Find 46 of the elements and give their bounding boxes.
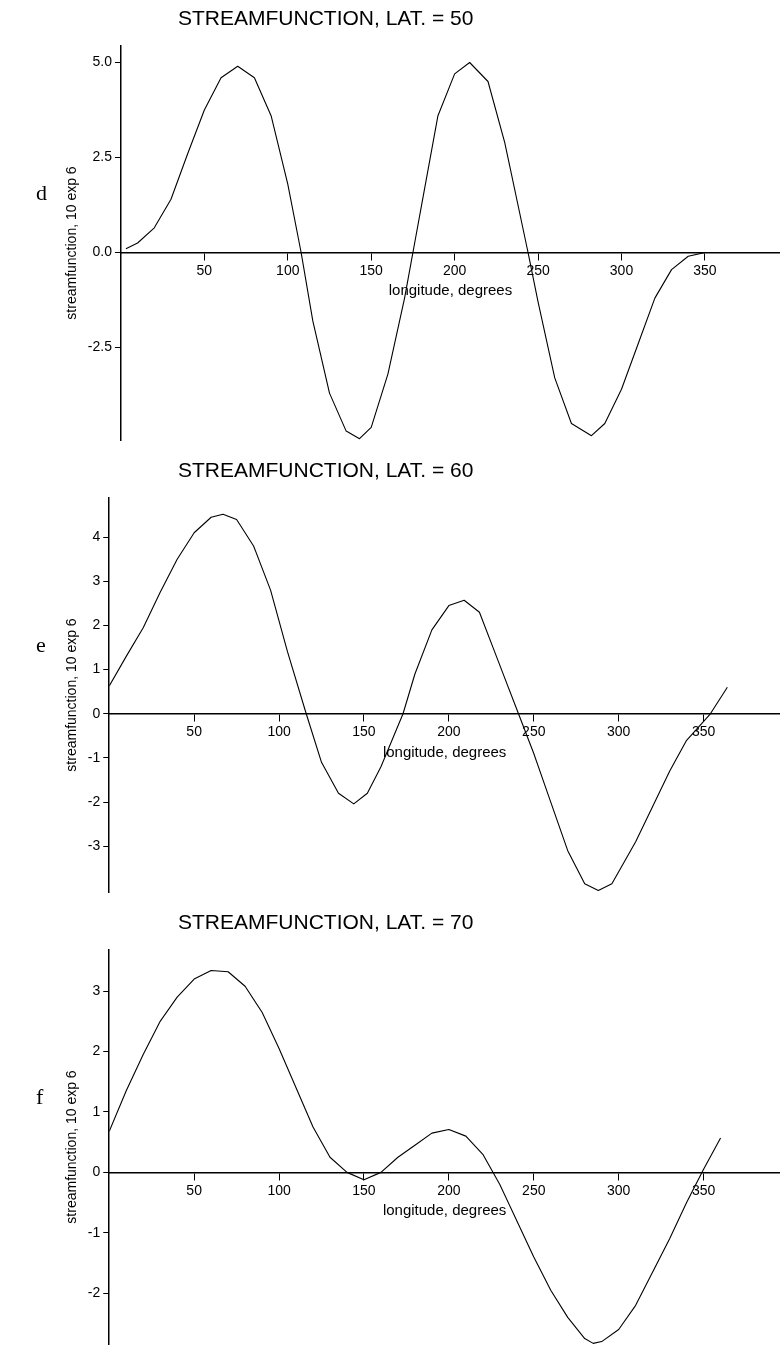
x-tick-label: 300 bbox=[607, 1181, 631, 1198]
y-tick-label: -2 bbox=[87, 1284, 101, 1301]
x-tick-label: 300 bbox=[607, 723, 631, 740]
y-tick-label: 3 bbox=[92, 572, 101, 589]
y-axis-title: streamfunction, 10 exp 6 bbox=[63, 166, 80, 320]
x-tick-label: 250 bbox=[522, 1181, 546, 1198]
x-tick-label: 350 bbox=[691, 1181, 716, 1198]
y-tick-label: 1 bbox=[92, 1102, 101, 1119]
chart-title: STREAMFUNCTION, LAT. = 70 bbox=[178, 910, 474, 934]
y-tick-label: 0 bbox=[92, 1163, 101, 1180]
x-tick-label: 100 bbox=[267, 723, 291, 740]
y-tick-label: 1 bbox=[92, 660, 101, 677]
y-tick-label: 2 bbox=[92, 1042, 101, 1059]
y-tick-label: 5.0 bbox=[92, 53, 113, 70]
x-axis-title: longitude, degrees bbox=[382, 1201, 507, 1219]
text: d bbox=[36, 180, 47, 206]
x-tick-label: 50 bbox=[186, 1181, 203, 1198]
x-tick-label: 100 bbox=[267, 1181, 291, 1198]
y-tick-label: 0.0 bbox=[92, 243, 113, 260]
x-tick-label: 200 bbox=[437, 1181, 461, 1198]
y-axis-title: streamfunction, 10 exp 6 bbox=[63, 618, 80, 772]
x-tick-label: 200 bbox=[442, 261, 467, 278]
x-tick-label: 150 bbox=[352, 723, 376, 740]
x-tick-label: 300 bbox=[609, 261, 634, 278]
x-tick-label: 50 bbox=[186, 723, 203, 740]
y-tick-label: -3 bbox=[87, 837, 101, 854]
chart-title: STREAMFUNCTION, LAT. = 60 bbox=[178, 458, 474, 482]
x-tick-label: 150 bbox=[352, 1181, 376, 1198]
x-tick-label: 100 bbox=[276, 261, 300, 278]
y-axis-title: streamfunction, 10 exp 6 bbox=[63, 1070, 80, 1224]
chart-title: STREAMFUNCTION, LAT. = 50 bbox=[178, 6, 474, 30]
text: e bbox=[36, 632, 46, 658]
y-tick-label: 3 bbox=[92, 981, 101, 998]
x-tick-label: 50 bbox=[196, 261, 213, 278]
x-tick-label: 200 bbox=[437, 723, 461, 740]
text: f bbox=[36, 1084, 44, 1110]
y-tick-label: -2.5 bbox=[87, 338, 113, 355]
y-tick-label: 0 bbox=[92, 704, 101, 721]
y-tick-label: -2 bbox=[87, 792, 101, 809]
x-tick-label: 150 bbox=[359, 261, 384, 278]
y-tick-label: 2 bbox=[92, 616, 101, 633]
y-tick-label: 4 bbox=[92, 528, 101, 544]
y-tick-label: -1 bbox=[87, 1223, 101, 1240]
y-tick-label: -1 bbox=[87, 748, 101, 765]
y-tick-label: 2.5 bbox=[92, 148, 113, 165]
x-tick-label: 350 bbox=[693, 261, 717, 278]
